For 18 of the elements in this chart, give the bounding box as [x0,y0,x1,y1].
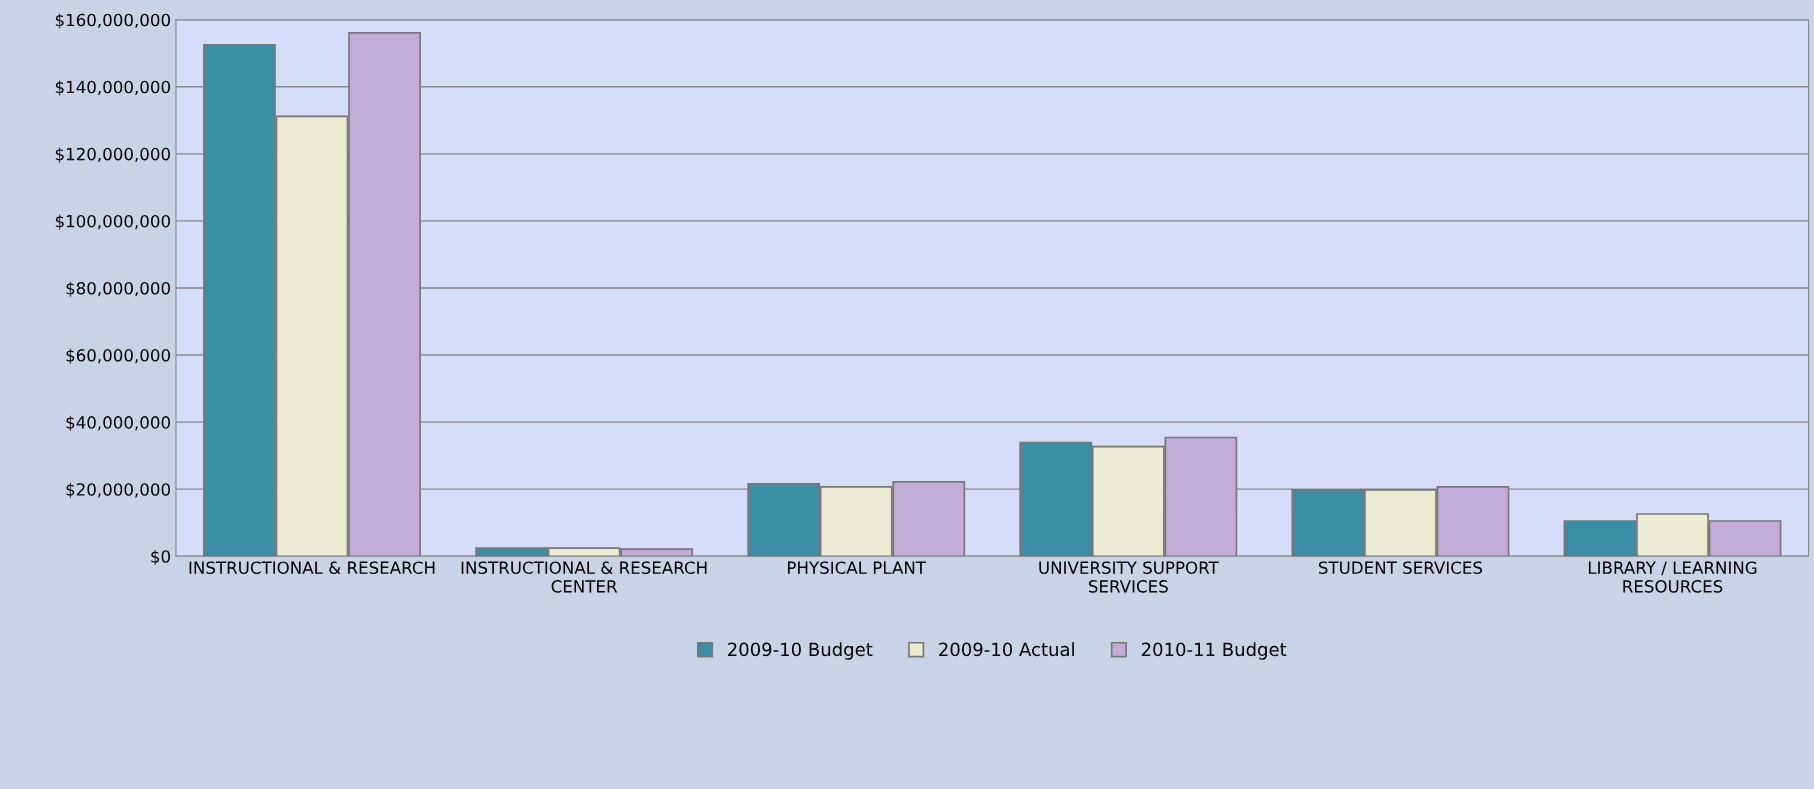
legend-label: 2009-10 Actual [939,642,1074,657]
x-tick-label: INSTRUCTIONAL & RESEARCH [189,561,435,575]
y-tick-label: $20,000,000 [66,482,170,498]
y-tick-label: $100,000,000 [55,214,170,230]
x-tick-label: UNIVERSITY SUPPORT SERVICES [1039,561,1219,593]
y-tick-label: $80,000,000 [66,281,170,297]
legend-label: 2010-11 Budget [1141,642,1287,660]
x-tick-label: PHYSICAL PLANT [788,561,927,575]
x-tick-label: STUDENT SERVICES [1318,561,1483,575]
x-tick-label: INSTRUCTIONAL & RESEARCH CENTER [461,561,707,593]
y-tick-label: $120,000,000 [55,147,170,163]
y-tick-label: $0 [151,549,170,566]
legend-label: 2009-10 Budget [728,642,873,660]
y-tick-label: $160,000,000 [55,13,170,29]
y-tick-label: $60,000,000 [66,348,170,364]
y-tick-label: $40,000,000 [66,415,170,431]
y-tick-label: $140,000,000 [55,80,170,96]
x-tick-label: LIBRARY / LEARNING RESOURCES [1588,561,1757,593]
